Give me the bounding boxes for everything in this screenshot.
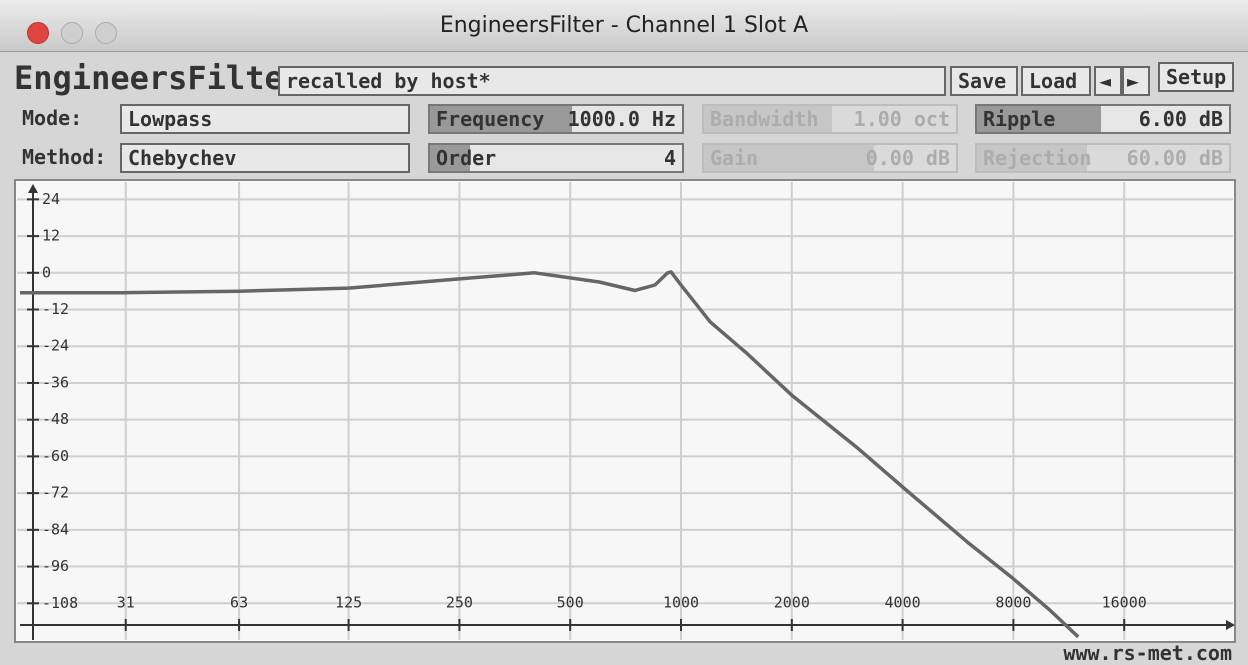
- preset-field[interactable]: recalled by host*: [278, 66, 946, 96]
- frequency-slider[interactable]: Frequency 1000.0 Hz: [428, 104, 684, 134]
- bandwidth-slider: Bandwidth 1.00 oct: [702, 104, 958, 134]
- slider-value: 4: [663, 146, 676, 170]
- slider-label: Rejection: [983, 146, 1092, 170]
- x-tick-label: 16000: [1102, 594, 1147, 612]
- title-bar: [0, 0, 1248, 52]
- slider-label: Frequency: [436, 107, 545, 131]
- y-tick-label: -108: [42, 594, 78, 612]
- slider-value: 1.00 oct: [853, 107, 950, 131]
- minimize-button[interactable]: [61, 22, 83, 44]
- x-tick-label: 63: [230, 594, 248, 612]
- ripple-slider[interactable]: Ripple 6.00 dB: [975, 104, 1231, 134]
- y-tick-label: -36: [42, 373, 69, 391]
- close-button[interactable]: [27, 22, 49, 44]
- y-tick-label: 0: [42, 263, 51, 281]
- y-tick-label: -84: [42, 520, 69, 538]
- rejection-slider: Rejection 60.00 dB: [975, 143, 1231, 173]
- gain-slider: Gain 0.00 dB: [702, 143, 958, 173]
- y-tick-label: 12: [42, 227, 60, 245]
- slider-label: Order: [436, 146, 497, 170]
- footer-link[interactable]: www.rs-met.com: [1063, 641, 1232, 665]
- order-slider[interactable]: Order 4: [428, 143, 684, 173]
- y-tick-label: -72: [42, 484, 69, 502]
- x-tick-label: 500: [557, 594, 584, 612]
- slider-label: Bandwidth: [710, 107, 819, 131]
- zoom-button[interactable]: [95, 22, 117, 44]
- x-tick-label: 1000: [663, 594, 699, 612]
- logo: EngineersFilter: [14, 59, 303, 97]
- x-tick-label: 4000: [885, 594, 921, 612]
- slider-label: Ripple: [983, 107, 1056, 131]
- y-tick-label: -12: [42, 300, 69, 318]
- save-button[interactable]: Save: [950, 66, 1018, 96]
- y-tick-label: -60: [42, 447, 69, 465]
- slider-value: 60.00 dB: [1126, 146, 1223, 170]
- load-button[interactable]: Load: [1021, 66, 1091, 96]
- slider-label: Gain: [710, 146, 759, 170]
- x-tick-label: 2000: [774, 594, 810, 612]
- response-curve: [20, 270, 1080, 639]
- slider-value: 6.00 dB: [1138, 107, 1223, 131]
- next-button[interactable]: ►: [1122, 66, 1150, 96]
- x-tick-label: 250: [446, 594, 473, 612]
- y-tick-label: 24: [42, 190, 60, 208]
- x-axis-arrow: [1226, 620, 1235, 630]
- window-title: EngineersFilter - Channel 1 Slot A: [439, 13, 809, 38]
- y-tick-label: -24: [42, 337, 69, 355]
- y-tick-label: -48: [42, 410, 69, 428]
- slider-value: 1000.0 Hz: [567, 107, 676, 131]
- y-axis-arrow: [28, 184, 38, 193]
- slider-value: 0.00 dB: [865, 146, 950, 170]
- mode-label: Mode:: [22, 106, 83, 130]
- prev-button[interactable]: ◄: [1094, 66, 1122, 96]
- method-select[interactable]: Chebychev: [120, 143, 410, 173]
- y-tick-label: -96: [42, 557, 69, 575]
- mode-select[interactable]: Lowpass: [120, 104, 410, 134]
- x-tick-label: 31: [117, 594, 135, 612]
- setup-button[interactable]: Setup: [1158, 62, 1234, 92]
- x-tick-label: 8000: [995, 594, 1031, 612]
- method-label: Method:: [22, 145, 107, 169]
- x-tick-label: 125: [335, 594, 362, 612]
- plot-frame: [14, 179, 1236, 643]
